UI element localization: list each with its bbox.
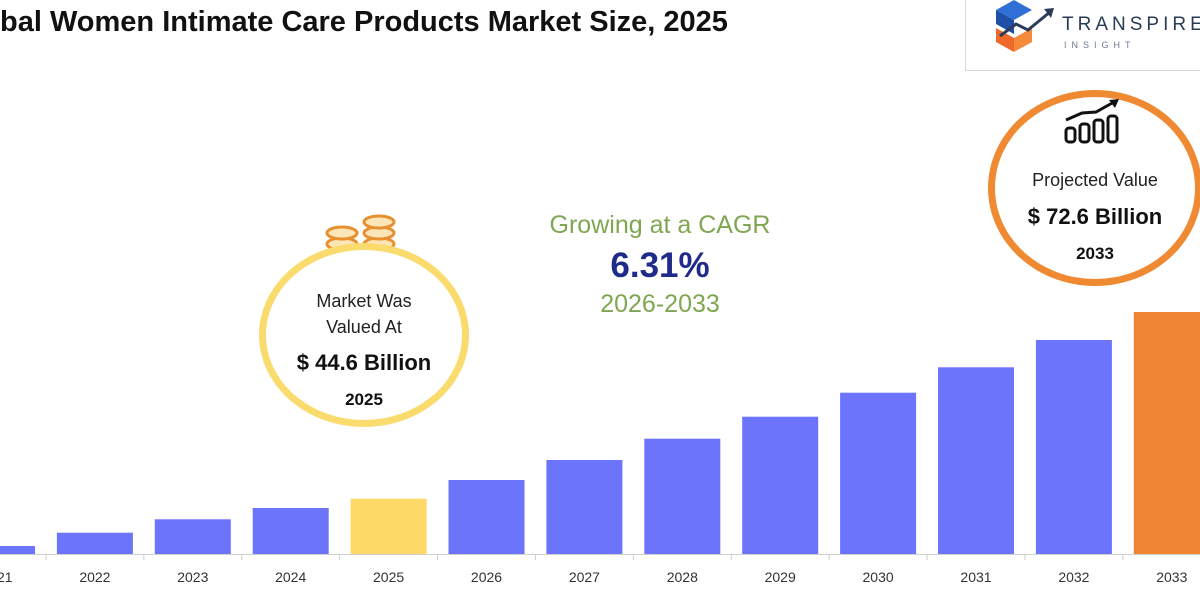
logo-mark-icon	[996, 0, 1054, 52]
x-tick-label-2028: 2028	[667, 569, 698, 585]
x-tick-label-2029: 2029	[765, 569, 796, 585]
chart-title: bal Women Intimate Care Products Market …	[0, 6, 728, 38]
x-tick-label-2024: 2024	[275, 569, 306, 585]
bar-2032	[1035, 340, 1112, 554]
x-tick-label-2031: 2031	[960, 569, 991, 585]
cagr-period: 2026-2033	[600, 290, 720, 318]
projected-callout-label: Projected Value	[1032, 170, 1158, 190]
bar-2030	[840, 392, 917, 554]
growth-chart-icon	[1064, 99, 1119, 144]
bar-2031	[938, 367, 1014, 554]
market-callout-line2: Valued At	[326, 317, 402, 337]
bar-2027	[546, 460, 623, 554]
projected-callout-year: 2033	[1076, 244, 1114, 263]
market-callout-year: 2025	[345, 390, 383, 409]
bar-2033	[1133, 312, 1200, 554]
cagr-value: 6.31%	[610, 246, 710, 285]
bar-2028	[644, 438, 721, 554]
bar-2026	[448, 480, 525, 554]
bar-2021	[0, 546, 35, 554]
x-tick-label-2022: 2022	[79, 569, 110, 585]
bar-2024	[252, 508, 329, 554]
cagr-label: Growing at a CAGR	[549, 211, 771, 239]
x-tick-label-2033: 2033	[1156, 569, 1187, 585]
x-tick-label-2030: 2030	[863, 569, 894, 585]
x-tick-label-2027: 2027	[569, 569, 600, 585]
x-tick-label-2026: 2026	[471, 569, 502, 585]
bar-2029	[742, 416, 819, 554]
market-callout-value: $ 44.6 Billion	[296, 350, 432, 375]
market-callout-line1: Market Was	[316, 291, 412, 311]
bar-2022	[56, 532, 133, 554]
projected-callout-value: $ 72.6 Billion	[1027, 204, 1163, 229]
bar-2025	[350, 498, 427, 554]
logo: TRANSPIRE INSIGHT	[965, 0, 1200, 71]
x-tick-label-2021: 2021	[0, 569, 13, 585]
bar-2023	[154, 519, 231, 554]
x-tick-label-2023: 2023	[177, 569, 208, 585]
x-tick-label-2025: 2025	[373, 569, 404, 585]
market-value-callout: Market Was Valued At $ 44.6 Billion 2025	[259, 243, 469, 427]
logo-name: TRANSPIRE	[1062, 14, 1200, 35]
x-tick-label-2032: 2032	[1058, 569, 1089, 585]
logo-subtitle: INSIGHT	[1064, 40, 1136, 50]
